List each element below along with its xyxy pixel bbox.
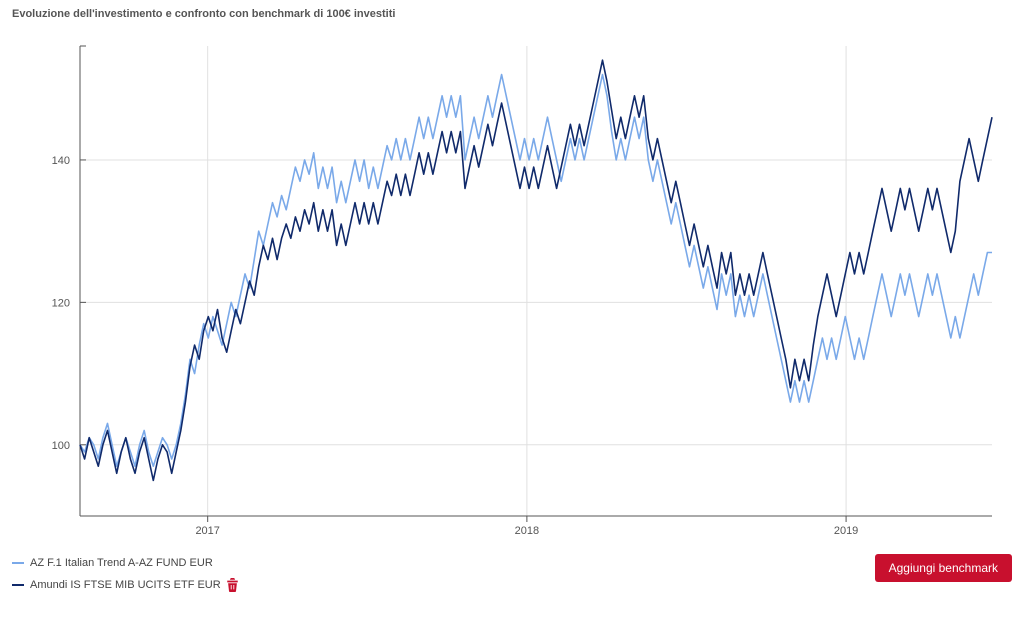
legend-item[interactable]: AZ F.1 Italian Trend A-AZ FUND EUR bbox=[12, 554, 240, 572]
legend-items: AZ F.1 Italian Trend A-AZ FUND EUR Amundi… bbox=[12, 554, 240, 598]
svg-text:2019: 2019 bbox=[834, 525, 858, 537]
remove-benchmark-icon[interactable] bbox=[225, 578, 240, 593]
svg-text:2017: 2017 bbox=[195, 525, 219, 537]
chart-title: Evoluzione dell'investimento e confronto… bbox=[12, 8, 1012, 20]
legend-label: Amundi IS FTSE MIB UCITS ETF EUR bbox=[30, 579, 221, 591]
svg-text:140: 140 bbox=[52, 155, 70, 167]
svg-text:100: 100 bbox=[52, 440, 70, 452]
series-s2 bbox=[80, 60, 992, 480]
legend-item[interactable]: Amundi IS FTSE MIB UCITS ETF EUR bbox=[12, 576, 240, 594]
legend-swatch bbox=[12, 562, 24, 564]
legend-area: AZ F.1 Italian Trend A-AZ FUND EUR Amundi… bbox=[12, 554, 1012, 598]
legend-label: AZ F.1 Italian Trend A-AZ FUND EUR bbox=[30, 557, 213, 569]
chart-container: 100 120 140 2017 2018 2019 bbox=[12, 26, 1012, 546]
svg-text:2018: 2018 bbox=[515, 525, 539, 537]
svg-text:120: 120 bbox=[52, 297, 70, 309]
add-benchmark-button[interactable]: Aggiungi benchmark bbox=[875, 554, 1012, 582]
investment-line-chart: 100 120 140 2017 2018 2019 bbox=[12, 26, 1012, 546]
legend-swatch bbox=[12, 584, 24, 586]
